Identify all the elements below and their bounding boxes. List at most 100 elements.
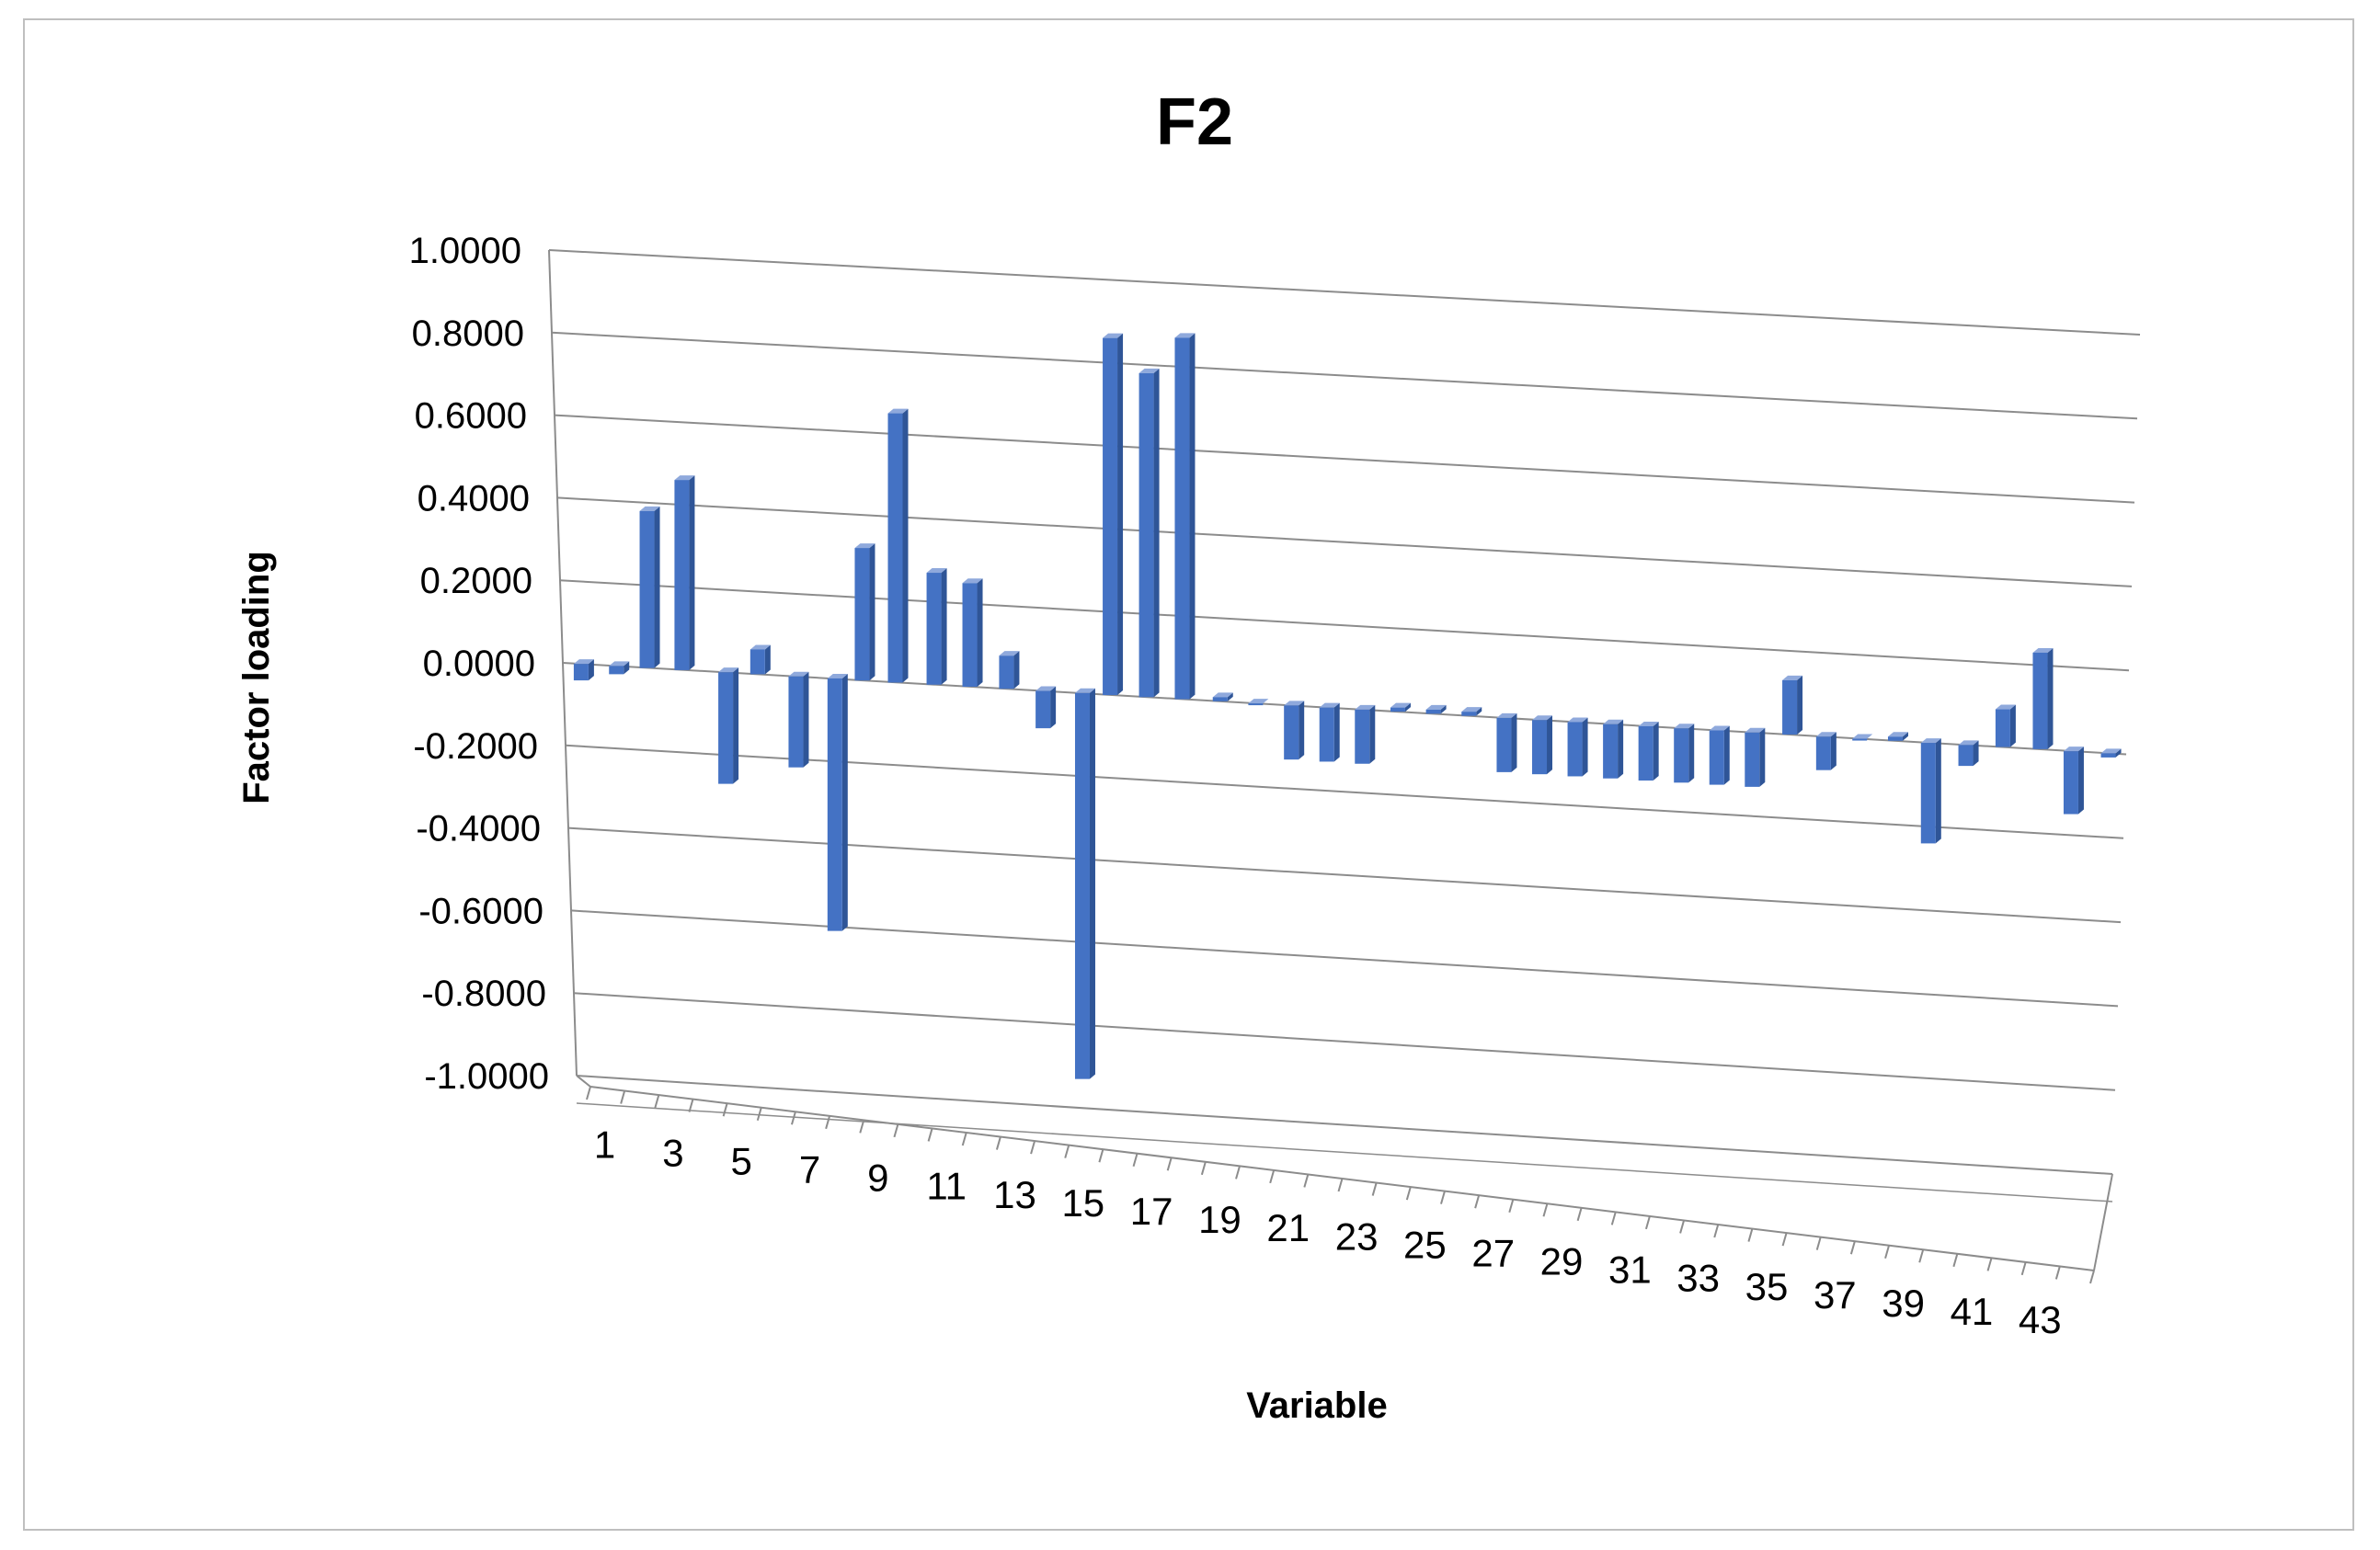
bar (1815, 732, 1836, 770)
bar-front (1212, 697, 1228, 701)
bar (827, 673, 848, 931)
bar-top (749, 644, 771, 650)
bar-top (827, 673, 848, 678)
bar (609, 661, 630, 675)
x-tick-mark (1713, 1224, 1720, 1238)
gridline (576, 1075, 2113, 1175)
chart-title: F2 (1156, 85, 1233, 159)
x-tick-mark (1030, 1140, 1036, 1155)
bar-side (1050, 686, 1057, 729)
bar-side (2077, 747, 2084, 815)
bar-top (1248, 699, 1269, 704)
bar-top (1284, 701, 1305, 706)
bar-side (869, 543, 875, 681)
bar-side (1299, 701, 1305, 760)
bar (1958, 740, 1979, 767)
bar-front (1920, 743, 1936, 844)
bar-front (1887, 736, 1903, 741)
x-tick-label: 21 (1266, 1206, 1310, 1249)
bar-front (1074, 692, 1090, 1079)
x-tick-mark (1371, 1182, 1378, 1196)
bar (926, 568, 947, 685)
bar-front (1603, 724, 1619, 779)
bar-top (1567, 717, 1588, 723)
x-tick-mark (1815, 1237, 1822, 1250)
x-tick-mark (1884, 1245, 1891, 1259)
x-tick-labels: 1 3 5 7 9 11 13 15 17 19 21 23 25 27 29 31 33 35 37 39 41 43 (594, 1123, 2062, 1341)
x-tick-mark (1610, 1212, 1617, 1225)
bar-front (999, 655, 1014, 690)
bar-front (1036, 690, 1051, 729)
y-tick-label: -0.4000 (416, 809, 541, 849)
bar (573, 659, 594, 681)
x-tick-label: 19 (1198, 1198, 1241, 1241)
x-tick-mark (2054, 1266, 2061, 1280)
x-tick-mark (654, 1094, 660, 1109)
bar (1248, 699, 1269, 706)
y-tick-label: -1.0000 (424, 1056, 549, 1097)
bar-side (1013, 651, 1020, 690)
bar-front (1852, 738, 1868, 741)
bar-top (1603, 719, 1624, 724)
x-tick-label: 11 (926, 1165, 967, 1208)
bar-front (1248, 703, 1264, 706)
bar-top (1496, 712, 1517, 718)
bar-front (718, 672, 734, 784)
x-tick-label: 31 (1608, 1248, 1652, 1292)
x-tick-mark (722, 1102, 728, 1117)
x-tick-label: 41 (1951, 1290, 1994, 1333)
x-tick-mark (961, 1132, 967, 1146)
x-tick-mark (1337, 1178, 1344, 1192)
bar (1461, 707, 1482, 716)
bar-top (1319, 702, 1340, 708)
bar (1852, 734, 1873, 741)
bar-top (1782, 675, 1803, 680)
bar (1212, 692, 1233, 701)
x-tick-label: 39 (1882, 1282, 1925, 1325)
bar-front (1532, 720, 1548, 775)
bar-side (1759, 727, 1766, 787)
bar-side (1830, 732, 1836, 770)
bar-top (2063, 747, 2084, 752)
bar-side (1723, 725, 1730, 785)
bar (1355, 704, 1376, 764)
bar-front (788, 676, 804, 768)
x-tick-mark (1166, 1157, 1173, 1171)
bar-side (1333, 702, 1340, 762)
x-tick-label: 25 (1403, 1223, 1447, 1266)
bar (1603, 719, 1624, 779)
bar (1638, 721, 1659, 781)
bars (573, 333, 2122, 1079)
x-tick-mark (1303, 1174, 1310, 1188)
gridline (559, 579, 2130, 672)
bar (1532, 715, 1553, 775)
gridline (573, 992, 2116, 1091)
gridlines (548, 249, 2141, 1284)
bar-top (1958, 740, 1979, 746)
gridline (565, 744, 2124, 839)
floor-edge (576, 1075, 591, 1088)
bar-side (1797, 675, 1803, 735)
bar-side (733, 667, 739, 784)
x-tick-mark (1064, 1145, 1070, 1158)
x-tick-mark (1542, 1202, 1549, 1217)
x-tick-label: 17 (1130, 1190, 1173, 1233)
y-tick-label: 0.4000 (418, 478, 530, 519)
bar (749, 644, 771, 675)
bar-side (2009, 704, 2016, 747)
x-tick-mark (1440, 1191, 1446, 1204)
bar-front (1815, 736, 1831, 770)
x-tick-mark (790, 1111, 796, 1125)
x-tick-mark (1952, 1253, 1959, 1268)
bar (1036, 686, 1057, 729)
bar-side (1618, 719, 1624, 779)
bar (1284, 701, 1305, 760)
bar-front (1319, 707, 1334, 762)
y-tick-label: 0.2000 (420, 561, 532, 601)
bar-side (902, 408, 909, 683)
y-axis-title: Factor loading (236, 551, 277, 804)
bar-front (2063, 751, 2078, 815)
bar-top (1139, 368, 1160, 373)
bar-top (1852, 734, 1873, 739)
x-tick-mark (1132, 1153, 1139, 1168)
